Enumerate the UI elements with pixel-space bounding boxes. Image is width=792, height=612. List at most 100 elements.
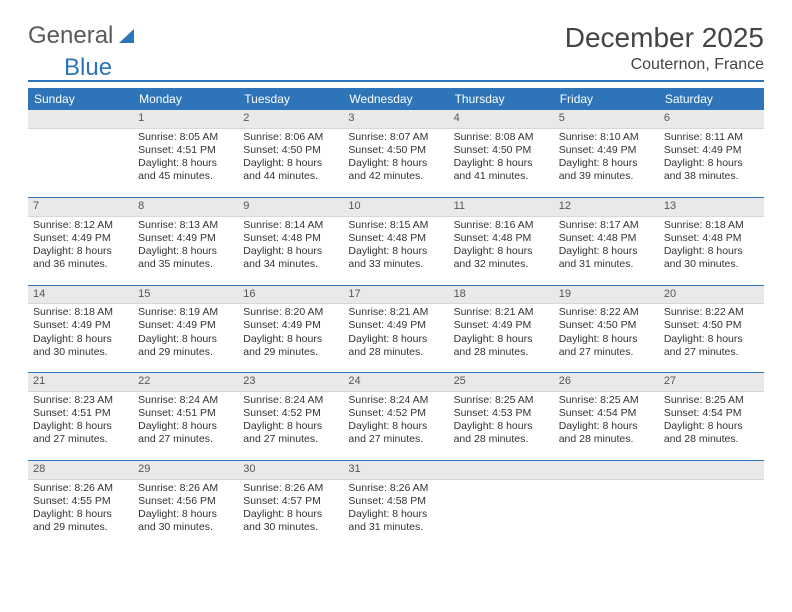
- weekday-header-row: SundayMondayTuesdayWednesdayThursdayFrid…: [28, 88, 764, 110]
- day-line: and 28 minutes.: [559, 433, 654, 446]
- day-line: Daylight: 8 hours: [348, 333, 443, 346]
- day-line: Sunrise: 8:24 AM: [348, 394, 443, 407]
- day-line: Daylight: 8 hours: [664, 157, 759, 170]
- day-line: Daylight: 8 hours: [454, 157, 549, 170]
- day-line: Daylight: 8 hours: [454, 245, 549, 258]
- day-number: 7: [28, 198, 133, 217]
- day-line: and 29 minutes.: [33, 521, 128, 534]
- week-row: 14Sunrise: 8:18 AMSunset: 4:49 PMDayligh…: [28, 286, 764, 373]
- day-body: Sunrise: 8:25 AMSunset: 4:53 PMDaylight:…: [449, 392, 554, 460]
- logo-sail-icon: [117, 26, 137, 46]
- page-title: December 2025: [565, 22, 764, 54]
- day-line: and 30 minutes.: [33, 346, 128, 359]
- day-body: Sunrise: 8:12 AMSunset: 4:49 PMDaylight:…: [28, 217, 133, 285]
- day-line: Sunset: 4:53 PM: [454, 407, 549, 420]
- day-line: and 29 minutes.: [138, 346, 233, 359]
- day-line: Sunrise: 8:08 AM: [454, 131, 549, 144]
- day-line: Daylight: 8 hours: [138, 508, 233, 521]
- day-line: Sunset: 4:50 PM: [454, 144, 549, 157]
- day-number: 4: [449, 110, 554, 129]
- day-number: [449, 461, 554, 480]
- day-body: [28, 129, 133, 197]
- day-line: Sunset: 4:48 PM: [348, 232, 443, 245]
- day-line: Sunrise: 8:10 AM: [559, 131, 654, 144]
- week-row: 1Sunrise: 8:05 AMSunset: 4:51 PMDaylight…: [28, 110, 764, 197]
- day-body: Sunrise: 8:06 AMSunset: 4:50 PMDaylight:…: [238, 129, 343, 197]
- day-line: Sunset: 4:49 PM: [138, 232, 233, 245]
- day-body: Sunrise: 8:16 AMSunset: 4:48 PMDaylight:…: [449, 217, 554, 285]
- day-line: Sunrise: 8:18 AM: [664, 219, 759, 232]
- day-body: Sunrise: 8:24 AMSunset: 4:51 PMDaylight:…: [133, 392, 238, 460]
- day-body: Sunrise: 8:26 AMSunset: 4:56 PMDaylight:…: [133, 480, 238, 548]
- day-line: Sunrise: 8:22 AM: [664, 306, 759, 319]
- day-body: Sunrise: 8:24 AMSunset: 4:52 PMDaylight:…: [343, 392, 448, 460]
- day-line: and 29 minutes.: [243, 346, 338, 359]
- day-line: Sunrise: 8:24 AM: [243, 394, 338, 407]
- day-cell: 1Sunrise: 8:05 AMSunset: 4:51 PMDaylight…: [133, 110, 238, 197]
- day-cell: 24Sunrise: 8:24 AMSunset: 4:52 PMDayligh…: [343, 373, 448, 460]
- day-cell: 12Sunrise: 8:17 AMSunset: 4:48 PMDayligh…: [554, 198, 659, 285]
- day-cell: 8Sunrise: 8:13 AMSunset: 4:49 PMDaylight…: [133, 198, 238, 285]
- day-line: Sunset: 4:49 PM: [348, 319, 443, 332]
- day-number: 30: [238, 461, 343, 480]
- day-cell: 28Sunrise: 8:26 AMSunset: 4:55 PMDayligh…: [28, 461, 133, 548]
- day-cell: 17Sunrise: 8:21 AMSunset: 4:49 PMDayligh…: [343, 286, 448, 373]
- day-line: Daylight: 8 hours: [138, 245, 233, 258]
- day-line: Daylight: 8 hours: [348, 420, 443, 433]
- day-line: Daylight: 8 hours: [559, 420, 654, 433]
- day-number: 18: [449, 286, 554, 305]
- day-cell: 3Sunrise: 8:07 AMSunset: 4:50 PMDaylight…: [343, 110, 448, 197]
- day-line: Daylight: 8 hours: [243, 508, 338, 521]
- day-line: Sunrise: 8:21 AM: [348, 306, 443, 319]
- day-line: and 27 minutes.: [559, 346, 654, 359]
- day-cell: 9Sunrise: 8:14 AMSunset: 4:48 PMDaylight…: [238, 198, 343, 285]
- day-cell: 7Sunrise: 8:12 AMSunset: 4:49 PMDaylight…: [28, 198, 133, 285]
- day-line: and 27 minutes.: [348, 433, 443, 446]
- day-number: 3: [343, 110, 448, 129]
- day-body: Sunrise: 8:19 AMSunset: 4:49 PMDaylight:…: [133, 304, 238, 372]
- day-cell: 29Sunrise: 8:26 AMSunset: 4:56 PMDayligh…: [133, 461, 238, 548]
- day-line: Sunset: 4:49 PM: [559, 144, 654, 157]
- day-number: 21: [28, 373, 133, 392]
- day-number: 13: [659, 198, 764, 217]
- day-line: Daylight: 8 hours: [664, 245, 759, 258]
- day-body: Sunrise: 8:22 AMSunset: 4:50 PMDaylight:…: [554, 304, 659, 372]
- day-line: and 28 minutes.: [454, 433, 549, 446]
- day-number: 9: [238, 198, 343, 217]
- day-line: Sunrise: 8:12 AM: [33, 219, 128, 232]
- day-line: and 33 minutes.: [348, 258, 443, 271]
- day-number: 1: [133, 110, 238, 129]
- day-cell: 20Sunrise: 8:22 AMSunset: 4:50 PMDayligh…: [659, 286, 764, 373]
- week-row: 7Sunrise: 8:12 AMSunset: 4:49 PMDaylight…: [28, 198, 764, 285]
- day-line: Sunset: 4:50 PM: [348, 144, 443, 157]
- day-line: Sunrise: 8:15 AM: [348, 219, 443, 232]
- day-line: Sunrise: 8:18 AM: [33, 306, 128, 319]
- day-body: [449, 480, 554, 548]
- day-number: 15: [133, 286, 238, 305]
- day-cell: 25Sunrise: 8:25 AMSunset: 4:53 PMDayligh…: [449, 373, 554, 460]
- day-body: Sunrise: 8:18 AMSunset: 4:49 PMDaylight:…: [28, 304, 133, 372]
- day-line: Daylight: 8 hours: [559, 245, 654, 258]
- day-body: Sunrise: 8:26 AMSunset: 4:55 PMDaylight:…: [28, 480, 133, 548]
- day-body: Sunrise: 8:21 AMSunset: 4:49 PMDaylight:…: [449, 304, 554, 372]
- day-line: Sunset: 4:51 PM: [138, 407, 233, 420]
- day-body: Sunrise: 8:26 AMSunset: 4:58 PMDaylight:…: [343, 480, 448, 548]
- day-line: Sunset: 4:54 PM: [664, 407, 759, 420]
- day-number: 20: [659, 286, 764, 305]
- day-line: Sunrise: 8:26 AM: [138, 482, 233, 495]
- day-line: Sunrise: 8:25 AM: [559, 394, 654, 407]
- day-number: [659, 461, 764, 480]
- day-cell: 2Sunrise: 8:06 AMSunset: 4:50 PMDaylight…: [238, 110, 343, 197]
- day-body: [554, 480, 659, 548]
- weekday-header: Saturday: [659, 88, 764, 110]
- day-cell: 15Sunrise: 8:19 AMSunset: 4:49 PMDayligh…: [133, 286, 238, 373]
- day-line: Sunrise: 8:21 AM: [454, 306, 549, 319]
- day-body: Sunrise: 8:24 AMSunset: 4:52 PMDaylight:…: [238, 392, 343, 460]
- weekday-header: Thursday: [449, 88, 554, 110]
- day-line: Daylight: 8 hours: [138, 157, 233, 170]
- day-line: Sunset: 4:49 PM: [33, 319, 128, 332]
- day-cell: [554, 461, 659, 548]
- day-line: Daylight: 8 hours: [138, 420, 233, 433]
- day-number: 29: [133, 461, 238, 480]
- day-cell: 30Sunrise: 8:26 AMSunset: 4:57 PMDayligh…: [238, 461, 343, 548]
